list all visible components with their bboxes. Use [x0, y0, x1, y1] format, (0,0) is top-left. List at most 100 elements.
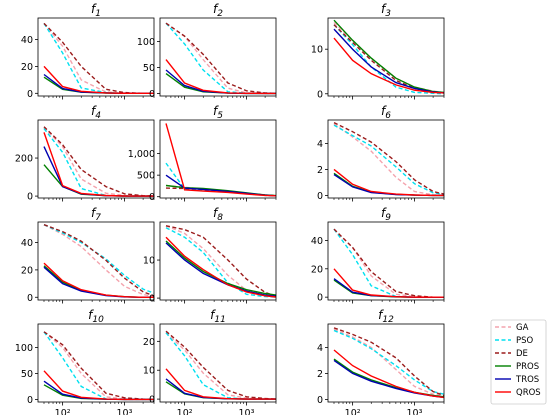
series-line-pso — [333, 329, 445, 395]
series-line-pso — [43, 128, 154, 197]
panel-title-letter: f — [91, 2, 97, 16]
y-tick-label: 50 — [143, 63, 155, 74]
panel-title-subscript: 3 — [385, 9, 391, 19]
panel-7: f7 0 20 40 — [21, 206, 155, 304]
series-line-pso — [165, 227, 277, 298]
y-tick-label: 0 — [27, 192, 33, 203]
series-line-pros — [165, 381, 276, 400]
y-tick-label: 20 — [143, 337, 155, 348]
y-tick-label: 0 — [27, 395, 33, 406]
series-line-ga — [43, 224, 155, 298]
y-tick-label: 0 — [149, 89, 155, 100]
y-tick-label: 20 — [311, 264, 323, 275]
legend-item-qros: QROS — [495, 388, 541, 398]
panel-title-subscript: 6 — [385, 111, 391, 121]
y-tick-label: 2 — [317, 369, 323, 380]
series-line-qros — [43, 262, 154, 298]
legend-item-tros: TROS — [495, 375, 539, 385]
legend-label: PROS — [516, 362, 539, 372]
legend-item-ga: GA — [495, 323, 529, 333]
panel-title: f6 — [381, 104, 391, 121]
series-line-pso — [333, 124, 445, 195]
panel-title: f11 — [210, 308, 226, 325]
axes-frame — [37, 119, 155, 199]
series-line-tros — [165, 69, 276, 95]
series-line-qros — [165, 368, 276, 400]
panel-6: f6 0 2 4 — [317, 104, 445, 202]
axes-frame — [327, 323, 445, 403]
panel-title-subscript: 11 — [214, 315, 225, 325]
panel-title: f10 — [88, 308, 104, 325]
panel-title-letter: f — [213, 206, 219, 220]
series-line-tros — [165, 242, 277, 297]
series-line-qros — [43, 132, 154, 197]
axes-frame — [159, 17, 277, 97]
panel-title: f9 — [381, 206, 391, 223]
panels-group: f102040f2050100f3010f40200f505001,000f60… — [15, 2, 445, 415]
legend-item-de: DE — [495, 349, 528, 359]
axes-frame — [37, 17, 155, 97]
axes-frame — [327, 119, 445, 199]
y-tick-label: 500 — [137, 171, 155, 182]
panel-title: f8 — [213, 206, 223, 223]
series-line-qros — [333, 268, 444, 298]
series-line-tros — [43, 266, 154, 298]
panel-title: f2 — [213, 2, 223, 19]
y-tick-label: 0 — [149, 192, 155, 203]
x-tick-label: 10³ — [407, 408, 423, 415]
series-line-ga — [165, 22, 276, 95]
axes-frame — [159, 221, 277, 301]
series-line-qros — [165, 236, 277, 298]
series-line-ga — [43, 127, 154, 197]
series-line-de — [333, 121, 445, 195]
series-line-de — [333, 327, 445, 397]
y-tick-label: 200 — [15, 154, 33, 165]
series-line-tros — [333, 174, 444, 197]
x-tick-label: 10³ — [117, 408, 133, 415]
series-line-pros — [165, 240, 277, 296]
panel-title-letter: f — [381, 2, 387, 16]
series-line-pso — [333, 24, 445, 95]
panel-title-letter: f — [91, 104, 97, 118]
y-tick-label: 0 — [149, 395, 155, 406]
y-tick-label: 0 — [317, 293, 323, 304]
panel-11: f11 0 10 20 10² 10³ — [143, 308, 277, 415]
panel-title-letter: f — [213, 104, 219, 118]
legend-label: TROS — [515, 375, 539, 385]
legend-box — [490, 319, 547, 405]
axes-frame — [327, 221, 445, 301]
y-tick-label: 10 — [311, 45, 323, 56]
y-tick-label: 0 — [149, 294, 155, 305]
legend-item-pros: PROS — [495, 362, 539, 372]
legend-item-pso: PSO — [495, 336, 534, 346]
panel-2: f2 0 50 100 — [137, 2, 277, 100]
series-line-ga — [165, 332, 276, 400]
axes-frame — [159, 119, 277, 199]
y-tick-label: 0 — [317, 395, 323, 406]
legend: GA PSO DE PROS TROS QROS — [490, 319, 547, 405]
legend-label: DE — [516, 349, 528, 359]
panel-4: f4 0 200 — [15, 104, 155, 203]
panel-3: f3 0 10 — [311, 2, 445, 100]
panel-1: f1 0 20 40 — [21, 2, 155, 100]
y-tick-label: 2 — [317, 165, 323, 176]
panel-8: f8 0 10 — [143, 206, 277, 305]
panel-5: f5 0 500 1,000 — [128, 104, 277, 203]
panel-title-subscript: 9 — [385, 213, 391, 223]
y-tick-label: 100 — [15, 343, 33, 354]
legend-label: GA — [516, 323, 529, 333]
panel-title-subscript: 2 — [217, 9, 223, 19]
panel-12: f12 0 2 4 10² 10³ — [317, 308, 445, 415]
axes-frame — [327, 17, 445, 97]
series-line-ga — [333, 328, 445, 397]
panel-title: f5 — [213, 104, 223, 121]
panel-title-letter: f — [88, 308, 94, 322]
y-tick-label: 100 — [137, 37, 155, 48]
y-tick-label: 4 — [317, 139, 323, 150]
x-tick-label: 10³ — [239, 408, 255, 415]
series-line-qros — [43, 65, 154, 95]
panel-title: f3 — [381, 2, 391, 19]
y-tick-label: 20 — [21, 265, 33, 276]
